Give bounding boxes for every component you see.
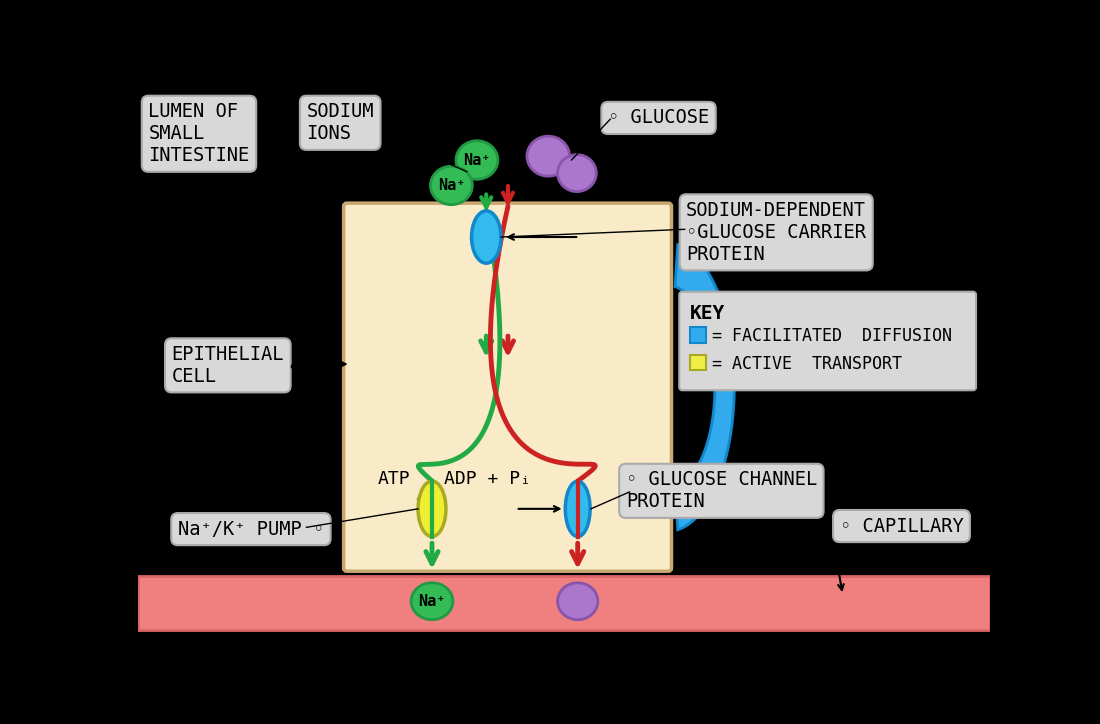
FancyBboxPatch shape — [690, 327, 705, 342]
Text: KEY: KEY — [690, 304, 725, 323]
Text: ATP: ATP — [377, 470, 410, 487]
Text: ◦ GLUCOSE CHANNEL
PROTEIN: ◦ GLUCOSE CHANNEL PROTEIN — [626, 471, 817, 511]
Text: ◦ GLUCOSE: ◦ GLUCOSE — [608, 109, 710, 127]
Ellipse shape — [527, 136, 570, 176]
Ellipse shape — [411, 583, 453, 620]
Text: LUMEN OF
SMALL
INTESTINE: LUMEN OF SMALL INTESTINE — [148, 102, 250, 165]
Text: SODIUM
IONS: SODIUM IONS — [307, 102, 374, 143]
Text: Na⁺: Na⁺ — [438, 178, 465, 193]
Ellipse shape — [456, 140, 498, 180]
Ellipse shape — [558, 583, 598, 620]
FancyBboxPatch shape — [343, 203, 671, 571]
Text: EPITHELIAL
CELL: EPITHELIAL CELL — [172, 345, 284, 386]
Text: Na⁺: Na⁺ — [418, 594, 446, 609]
Ellipse shape — [558, 155, 596, 192]
Text: ◦ CAPILLARY: ◦ CAPILLARY — [839, 516, 964, 536]
FancyBboxPatch shape — [679, 292, 976, 390]
Text: Na⁺: Na⁺ — [463, 153, 491, 167]
Text: ADP + Pᵢ: ADP + Pᵢ — [443, 470, 530, 487]
Text: = ACTIVE  TRANSPORT: = ACTIVE TRANSPORT — [712, 355, 902, 373]
Ellipse shape — [418, 481, 446, 536]
Ellipse shape — [472, 211, 500, 264]
FancyBboxPatch shape — [690, 355, 705, 370]
Text: SODIUM-DEPENDENT
◦GLUCOSE CARRIER
PROTEIN: SODIUM-DEPENDENT ◦GLUCOSE CARRIER PROTEI… — [686, 201, 866, 264]
Ellipse shape — [565, 481, 590, 536]
Ellipse shape — [430, 167, 472, 205]
Text: = FACILITATED  DIFFUSION: = FACILITATED DIFFUSION — [712, 327, 952, 345]
Polygon shape — [675, 245, 734, 530]
Polygon shape — [138, 576, 990, 630]
Text: Na⁺/K⁺ PUMP ◦: Na⁺/K⁺ PUMP ◦ — [178, 520, 324, 539]
